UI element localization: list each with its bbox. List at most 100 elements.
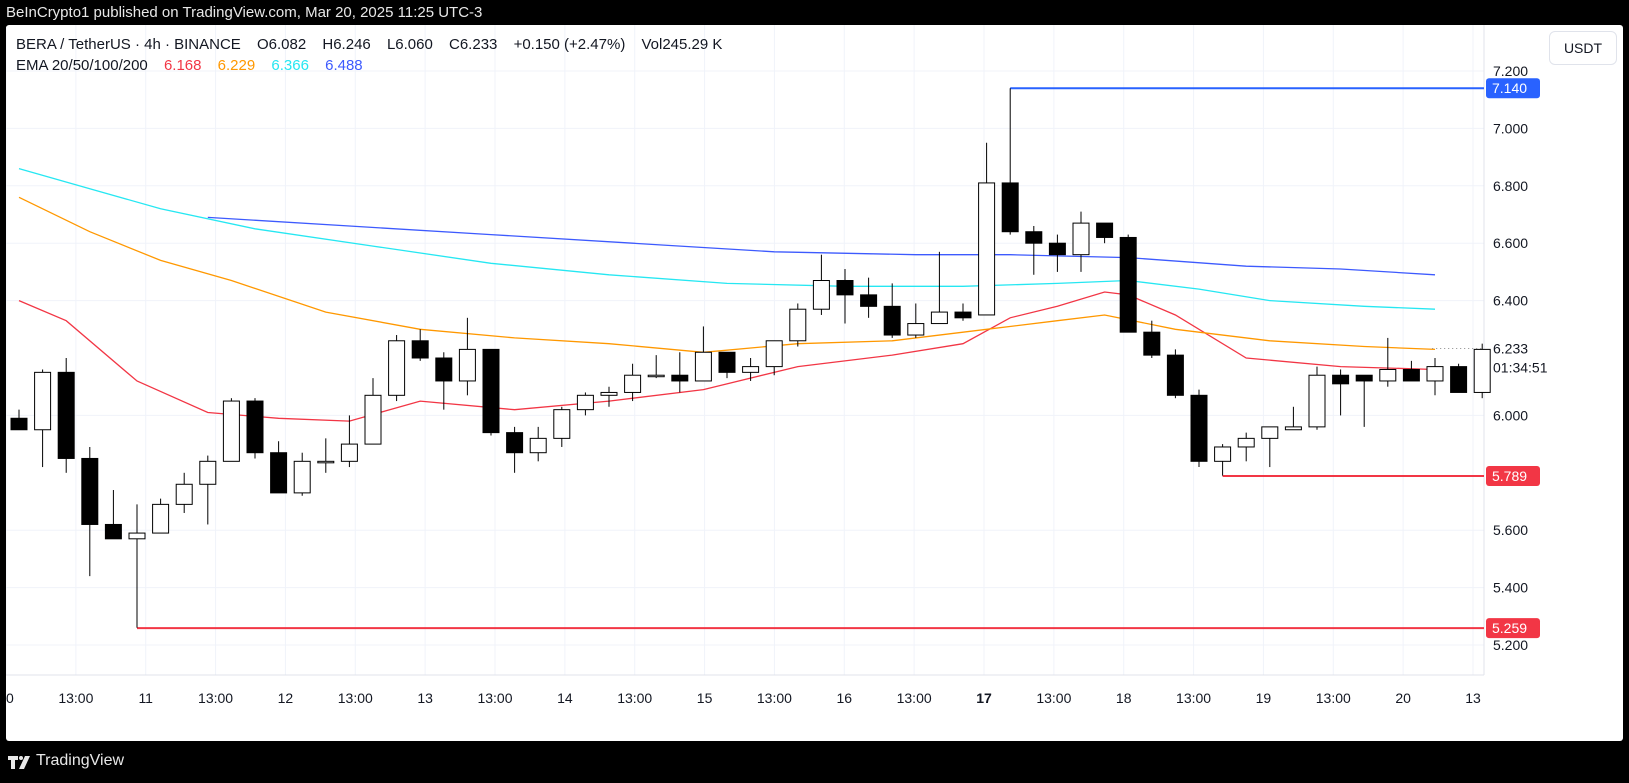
x-tick-label: 10 (6, 690, 14, 706)
candle (34, 371, 52, 431)
candle (340, 443, 358, 462)
low-label: L (386, 36, 396, 53)
candle (742, 366, 760, 373)
ema20-value: 6.168 (163, 57, 202, 74)
candle (1402, 368, 1420, 382)
x-tick-label: 16 (836, 690, 852, 706)
candle (978, 182, 996, 316)
candle (458, 348, 476, 382)
x-tick-label: 18 (1116, 690, 1132, 706)
x-tick-label: 13:00 (198, 690, 233, 706)
x-tick-label: 19 (1256, 690, 1272, 706)
candle (364, 394, 382, 445)
candle (317, 460, 335, 464)
candle (293, 460, 311, 494)
candle (576, 394, 594, 411)
x-tick-label: 13:00 (757, 690, 792, 706)
open-label: O (256, 36, 269, 53)
x-tick-label: 13 (1465, 690, 1481, 706)
x-tick-label: 13:00 (1176, 690, 1211, 706)
candle (1166, 354, 1184, 396)
chart-panel[interactable]: 7.200 7.000 6.800 6.600 6.400 6.000 5.600 5.400… (6, 25, 1623, 741)
x-tick-label: 13:00 (897, 690, 932, 706)
tradingview-logo-icon (8, 756, 30, 769)
candle (954, 311, 972, 319)
candle (765, 340, 783, 368)
candle (506, 432, 524, 454)
candle (128, 532, 146, 540)
symbol-name[interactable]: BERA / TetherUS · 4h · BINANCE (16, 36, 241, 53)
candle (812, 280, 830, 310)
y-tick-label: 5.200 (1493, 637, 1528, 653)
candle (1379, 368, 1397, 382)
high-label: H (322, 36, 334, 53)
candle (930, 311, 948, 325)
level-price-label: 5.259 (1492, 620, 1527, 636)
candle (175, 483, 193, 505)
candle (435, 357, 453, 382)
x-tick-label: 11 (138, 690, 153, 706)
candle (1143, 331, 1161, 356)
ema-line-ema200 (207, 216, 1436, 276)
level-price-tag (1486, 78, 1540, 99)
candle (671, 374, 689, 382)
candle (222, 400, 240, 462)
candle (152, 503, 170, 534)
level-price-label: 5.789 (1492, 468, 1527, 484)
candle (10, 417, 28, 431)
publisher-bar: BeInCrypto1 published on TradingView.com… (0, 0, 1629, 25)
candle (883, 305, 901, 336)
candle (718, 351, 736, 373)
candle (836, 280, 854, 296)
candle (1237, 437, 1255, 448)
ema-line-ema100 (18, 167, 1436, 310)
x-tick-label: 20 (1395, 690, 1411, 706)
countdown-label: 01:34:51 (1493, 360, 1548, 376)
last-price-label: 6.233 (1493, 341, 1528, 357)
x-tick-label: 13:00 (1036, 690, 1071, 706)
candle (411, 340, 429, 359)
candle (907, 323, 925, 336)
y-tick-label: 6.400 (1493, 293, 1528, 309)
candle (57, 371, 75, 459)
candle (81, 457, 99, 525)
x-tick-label: 13:00 (58, 690, 93, 706)
x-tick-label: 13:00 (338, 690, 373, 706)
candle (1308, 374, 1326, 428)
price-chart[interactable]: 7.200 7.000 6.800 6.600 6.400 6.000 5.600 5.400… (6, 25, 1623, 741)
volume-value: 245.29 K (662, 36, 723, 53)
candle (1119, 236, 1137, 333)
x-tick-label: 12 (278, 690, 294, 706)
ema50-value: 6.229 (217, 57, 256, 74)
ema200-value: 6.488 (325, 57, 363, 74)
ema-line-ema50 (18, 196, 1436, 353)
x-tick-label: 13 (417, 690, 433, 706)
candle (624, 374, 642, 393)
footer-bar: TradingView (0, 741, 1629, 783)
x-tick-label: 17 (976, 690, 992, 706)
footer-brand: TradingView (36, 752, 125, 769)
ema100-value: 6.366 (271, 57, 309, 74)
y-tick-label: 6.600 (1493, 235, 1528, 251)
currency-selector[interactable]: USDT (1549, 31, 1617, 65)
candle (860, 294, 878, 307)
candle (1332, 374, 1350, 385)
y-tick-label: 5.400 (1493, 580, 1528, 596)
candle (1355, 374, 1373, 382)
open-value: 6.082 (268, 36, 307, 53)
candle (1261, 426, 1279, 439)
x-tick-label: 15 (697, 690, 713, 706)
low-value: 6.060 (395, 36, 433, 53)
candle (1001, 182, 1019, 233)
ema-label[interactable]: EMA 20/50/100/200 (16, 57, 148, 74)
candle (1025, 231, 1043, 244)
y-tick-label: 6.000 (1493, 407, 1528, 423)
level-price-label: 7.140 (1492, 80, 1527, 96)
y-tick-label: 5.600 (1493, 522, 1528, 538)
ema-legend: EMA 20/50/100/200 6.168 6.229 6.366 6.48… (16, 57, 363, 74)
candle (600, 391, 618, 396)
candle (1096, 222, 1114, 238)
publisher-text: BeInCrypto1 published on TradingView.com… (6, 4, 483, 21)
candle (270, 452, 288, 494)
candle (199, 460, 217, 485)
